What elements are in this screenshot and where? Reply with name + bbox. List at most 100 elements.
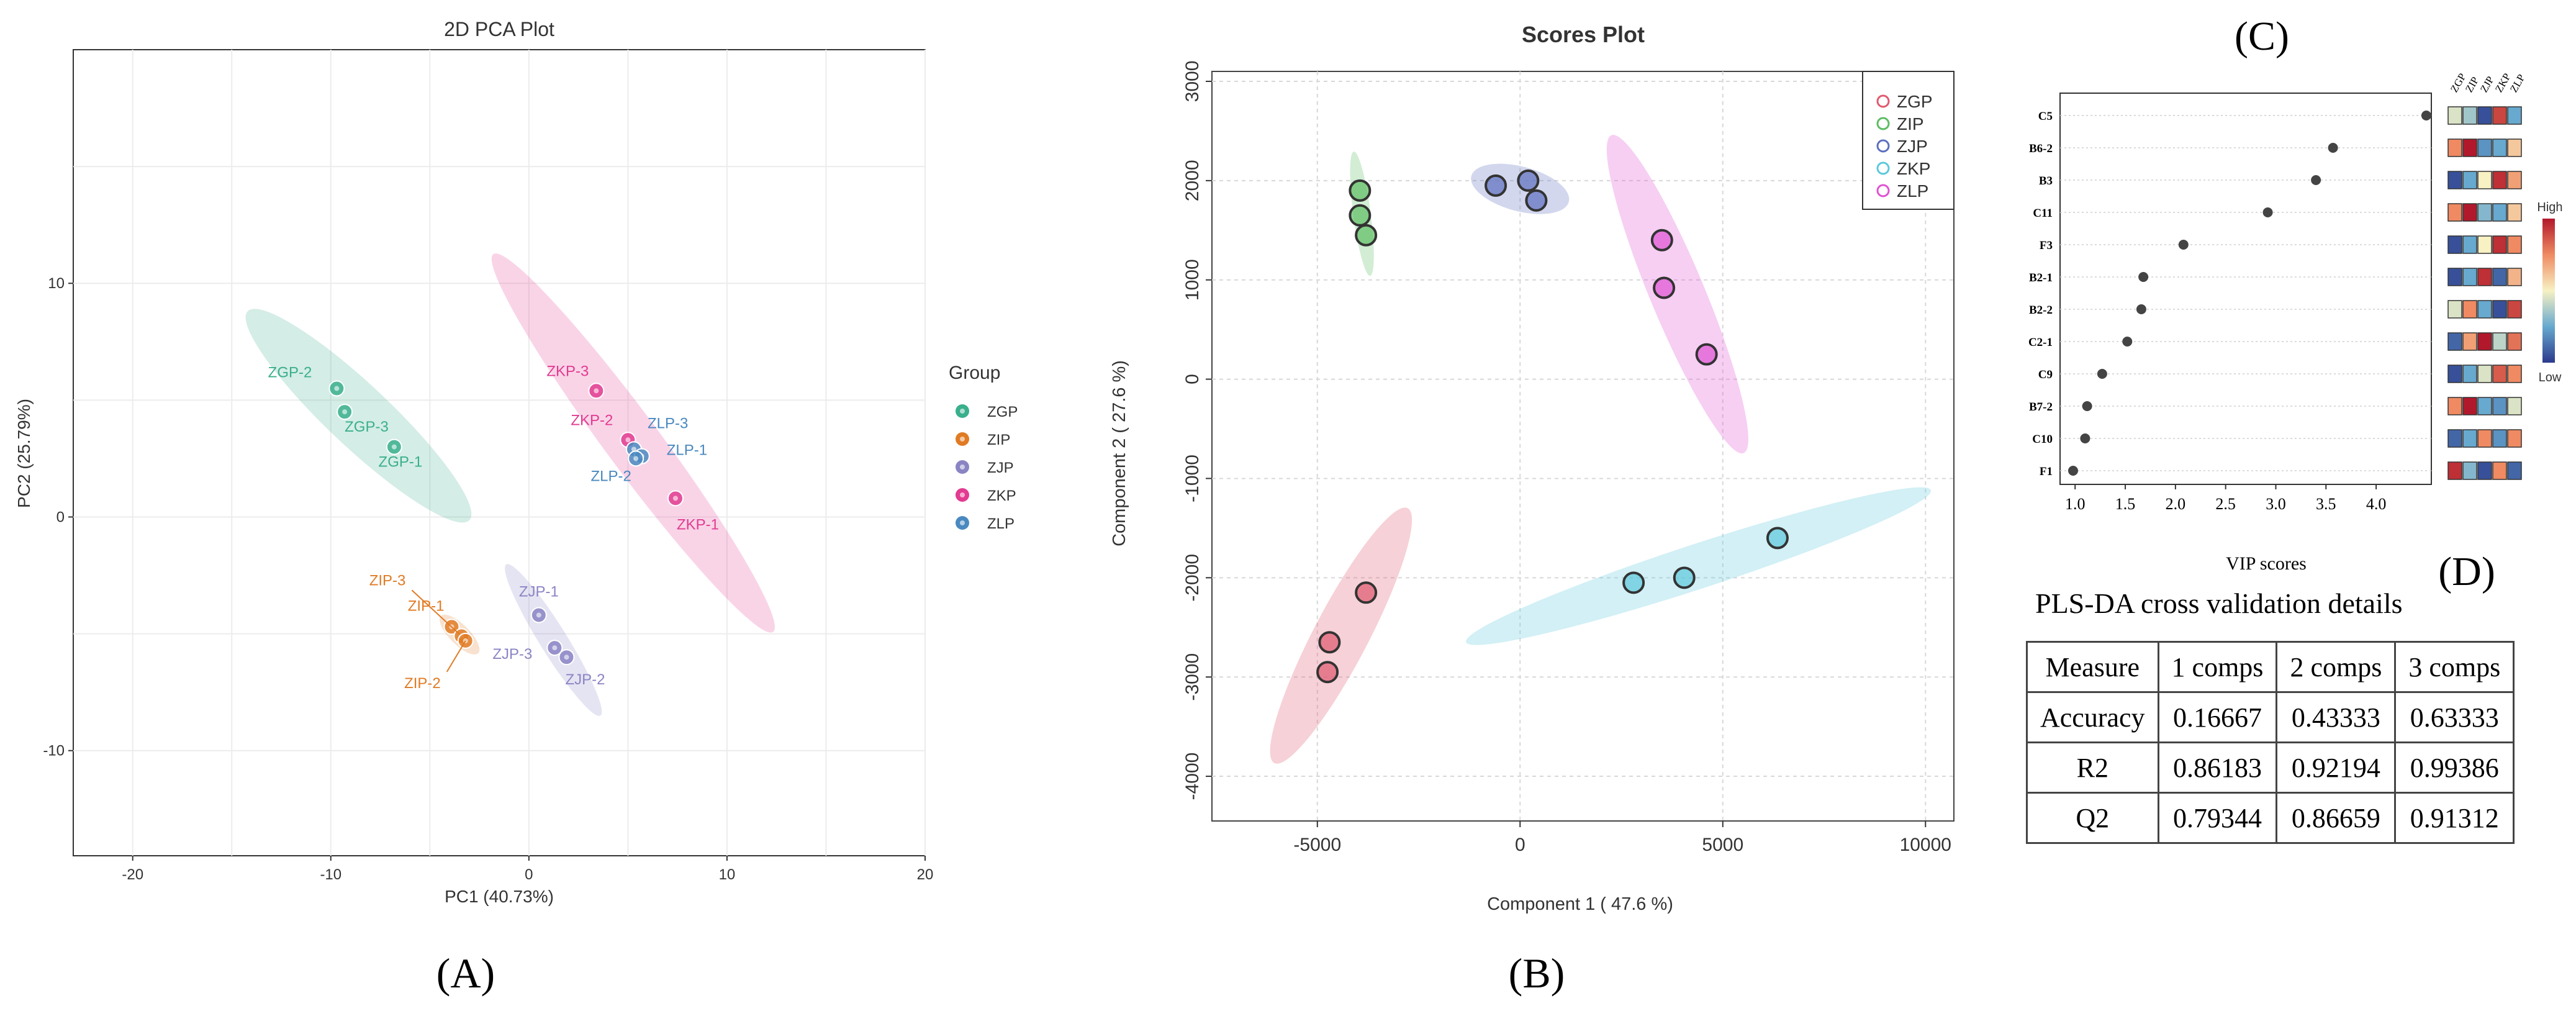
heatmap-cell	[2507, 300, 2522, 319]
heatmap-cell	[2477, 171, 2492, 189]
panel-a-legend: ZGP ZIP ZJP ZKP ZLP	[956, 404, 1018, 532]
legend-label: ZIP	[987, 432, 1010, 448]
panel-c: (C) C5 B6-2 B3 C11 F3 B2-1 B2-2 C2-1 C9 B7-2 C10 F1…	[2028, 14, 2563, 594]
heatmap-cell	[2507, 106, 2522, 125]
heatmap-cell	[2477, 203, 2492, 222]
data-point	[1673, 566, 1696, 589]
table-cell: Q2	[2026, 792, 2159, 844]
heatmap-column-label: ZJP	[2478, 75, 2497, 94]
vip-category-label: C5	[2038, 110, 2053, 123]
panel-b-ytick-label: 3000	[1182, 61, 1203, 102]
table-row: Q2 0.79344 0.86659 0.91312	[2026, 792, 2515, 844]
panel-c-xtick-label: 2.0	[2166, 495, 2186, 513]
color-scale-high-label: High	[2537, 201, 2562, 214]
panel-b-legend-box	[1862, 71, 1955, 210]
heatmap-cell	[2462, 203, 2477, 222]
legend-label: ZKP	[987, 487, 1016, 504]
table-header-cell: 1 comps	[2157, 641, 2278, 693]
panel-b-xtick-label: -5000	[1293, 835, 1341, 855]
heatmap-cell	[2507, 171, 2522, 189]
vip-point	[2122, 337, 2133, 347]
data-point-center	[631, 447, 636, 452]
panel-b-ytick-label: -3000	[1182, 653, 1203, 701]
heatmap-cell	[2492, 203, 2507, 222]
data-point-center	[564, 655, 569, 660]
panel-b-ytick-label: -1000	[1182, 455, 1203, 502]
heatmap-cell	[2462, 138, 2477, 157]
heatmap-cell	[2477, 365, 2492, 383]
heatmap-cell	[2477, 106, 2492, 125]
panel-b-frame	[1211, 71, 1955, 822]
data-point	[1650, 229, 1673, 252]
vip-category-label: B6-2	[2029, 142, 2053, 155]
table-cell: 0.92194	[2275, 741, 2397, 794]
panel-b-points	[1316, 169, 1789, 684]
point-label: ZJP-2	[565, 671, 605, 688]
heatmap-cell	[2477, 332, 2492, 351]
panel-c-xtick-label: 3.0	[2266, 495, 2286, 513]
point-label: ZLP-3	[648, 415, 688, 432]
heatmap-cell	[2507, 365, 2522, 383]
panel-c-xtick-label: 1.0	[2065, 495, 2086, 513]
data-point-center	[594, 388, 599, 394]
point-label: ZIP-2	[404, 675, 441, 692]
legend-marker-center	[960, 520, 965, 525]
point-label: ZKP-1	[677, 516, 719, 533]
data-point	[1695, 343, 1718, 366]
data-point-center	[334, 386, 340, 391]
vip-category-label: C2-1	[2028, 336, 2053, 349]
heatmap-cell	[2492, 138, 2507, 157]
heatmap-cell	[2447, 203, 2462, 222]
legend-label: ZLP	[1897, 181, 1928, 201]
vip-category-label: C9	[2038, 368, 2053, 381]
vip-point	[2311, 175, 2321, 185]
data-point	[1355, 224, 1378, 247]
panel-a-ytick-label: -10	[43, 743, 65, 759]
heatmap-cell	[2492, 429, 2507, 448]
zkp-ellipse	[1466, 487, 1932, 645]
table-row: R2 0.86183 0.92194 0.99386	[2026, 741, 2515, 794]
point-label: ZGP-3	[345, 419, 389, 435]
heatmap-cell	[2507, 429, 2522, 448]
panel-c-points	[2068, 111, 2431, 476]
panel-b-xtick-label: 0	[1515, 835, 1525, 855]
panel-b-xtick-label: 10000	[1900, 835, 1951, 855]
data-point	[1316, 661, 1339, 684]
panel-b-ytick-label: 0	[1182, 374, 1203, 384]
vip-category-label: B2-2	[2029, 304, 2053, 317]
data-point	[1766, 527, 1789, 550]
heatmap-cell	[2477, 429, 2492, 448]
vip-point	[2178, 240, 2189, 250]
panel-b-ytick-label: -4000	[1182, 753, 1203, 800]
point-label: ZGP-2	[268, 365, 312, 381]
table-cell: 0.91312	[2394, 792, 2515, 844]
legend-label: ZJP	[987, 460, 1014, 476]
heatmap-cell	[2507, 397, 2522, 415]
heatmap-cell	[2507, 138, 2522, 157]
heatmap-cell	[2492, 235, 2507, 254]
legend-label: ZKP	[1897, 159, 1930, 178]
vip-point	[2082, 401, 2092, 411]
panel-b-ylabel: Component 2 ( 27.6 %)	[1109, 360, 1129, 546]
data-point-center	[536, 612, 541, 618]
panel-a-xtick-label: -20	[122, 866, 143, 883]
point-label: ZKP-3	[546, 363, 589, 379]
label-leader	[411, 589, 463, 637]
panel-b-legend: ZGP ZIP ZJP ZKP ZLP	[1876, 92, 1933, 201]
heatmap-cell	[2492, 268, 2507, 286]
point-label: ZJP-3	[492, 646, 532, 663]
heatmap-cell	[2477, 138, 2492, 157]
panel-d-title: PLS-DA cross validation details	[2035, 587, 2403, 619]
panel-d-letter: (D)	[2438, 549, 2495, 594]
vip-point	[2262, 207, 2273, 217]
panel-a-frame	[73, 49, 926, 856]
data-point-center	[391, 444, 397, 450]
point-label: ZGP-1	[379, 454, 423, 471]
heatmap-cell	[2447, 268, 2462, 286]
vip-category-label: C11	[2033, 207, 2053, 220]
panel-c-heatmap	[2447, 106, 2522, 480]
legend-marker-center	[960, 437, 965, 442]
heatmap-cell	[2462, 235, 2477, 254]
point-label: ZKP-2	[571, 412, 613, 428]
table-cell: 0.63333	[2394, 691, 2515, 743]
